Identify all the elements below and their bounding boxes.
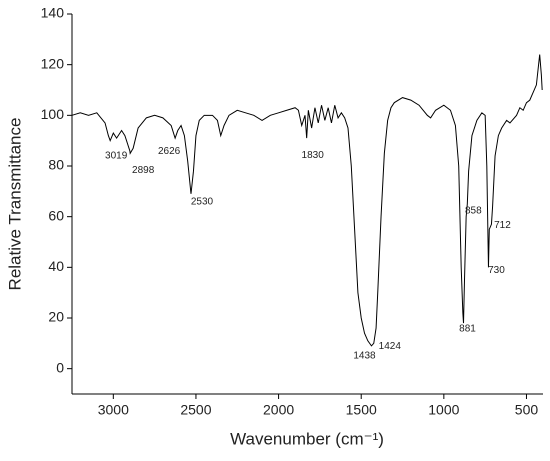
y-tick-label: 120	[41, 55, 65, 71]
y-tick-label: 20	[48, 309, 64, 325]
y-axis-title: Relative Transmittance	[5, 118, 24, 291]
peak-label: 1424	[379, 341, 402, 352]
peak-label: 2898	[132, 165, 155, 176]
y-tick-label: 140	[41, 5, 65, 21]
y-tick-label: 80	[48, 157, 64, 173]
peak-label: 2530	[191, 197, 214, 208]
spectrum-line	[71, 54, 543, 347]
peak-label: 1438	[353, 351, 376, 362]
x-tick-label: 2000	[263, 402, 294, 418]
x-tick-label: 1000	[428, 402, 459, 418]
x-tick-label: 1500	[346, 402, 377, 418]
peak-label: 2626	[158, 146, 181, 157]
x-tick-label: 3000	[98, 402, 129, 418]
x-tick-label: 500	[515, 402, 539, 418]
x-tick-label: 2500	[180, 402, 211, 418]
y-tick-label: 60	[48, 207, 64, 223]
peak-label: 3019	[105, 150, 128, 161]
y-tick-label: 40	[48, 258, 64, 274]
peak-label: 881	[459, 324, 476, 335]
peak-label: 1830	[302, 150, 325, 161]
peak-label: 858	[465, 206, 482, 217]
peak-label: 712	[494, 220, 511, 231]
y-tick-label: 100	[41, 106, 65, 122]
y-tick-label: 0	[56, 359, 64, 375]
peak-label: 730	[488, 265, 505, 276]
x-axis-title: Wavenumber (cm⁻¹)	[230, 429, 384, 448]
